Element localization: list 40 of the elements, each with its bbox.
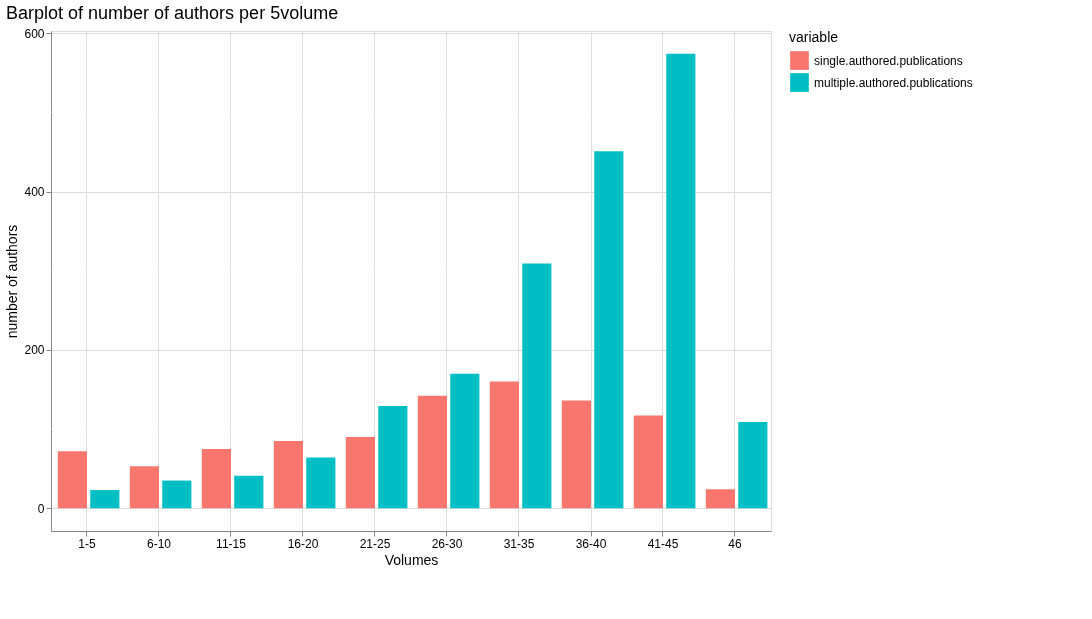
x-tick-label: 16-20 bbox=[287, 536, 319, 551]
bar bbox=[306, 457, 336, 509]
x-tick-label: 21-25 bbox=[359, 536, 391, 551]
bar bbox=[234, 475, 264, 509]
x-tick-label: 31-35 bbox=[503, 536, 535, 551]
chart-title: Barplot of number of authors per 5volume bbox=[5, 3, 339, 24]
y-tick-label: 200 bbox=[24, 343, 45, 358]
x-tick-label: 46 bbox=[728, 536, 742, 551]
y-axis-title: number of authors bbox=[4, 224, 21, 339]
x-tick-label: 41-45 bbox=[647, 536, 679, 551]
bar bbox=[561, 400, 591, 509]
x-tick-label: 26-30 bbox=[431, 536, 463, 551]
bar bbox=[162, 480, 192, 509]
bar bbox=[489, 381, 519, 509]
bar bbox=[378, 406, 408, 509]
bar bbox=[201, 448, 231, 509]
x-tick-label: 1-5 bbox=[78, 536, 96, 551]
bar bbox=[594, 151, 624, 509]
legend-title: variable bbox=[789, 29, 839, 45]
bar bbox=[522, 263, 552, 509]
bar bbox=[738, 421, 768, 509]
y-tick-label: 400 bbox=[24, 185, 45, 200]
x-tick-label: 11-15 bbox=[216, 536, 247, 551]
bar bbox=[705, 489, 735, 509]
legend-label: multiple.authored.publications bbox=[814, 75, 973, 90]
bar bbox=[273, 440, 303, 509]
bar bbox=[450, 373, 480, 509]
x-tick-label: 6-10 bbox=[146, 536, 172, 551]
legend-label: single.authored.publications bbox=[814, 53, 963, 68]
bar bbox=[666, 53, 696, 509]
bar bbox=[90, 490, 120, 509]
bar bbox=[129, 466, 159, 509]
x-tick-label: 36-40 bbox=[575, 536, 607, 551]
y-tick-label: 0 bbox=[37, 501, 45, 516]
bar bbox=[633, 415, 663, 509]
bar bbox=[417, 395, 447, 509]
bar bbox=[57, 451, 87, 509]
bar bbox=[345, 437, 375, 509]
y-tick-label: 600 bbox=[24, 26, 45, 41]
x-axis-title: Volumes bbox=[384, 551, 439, 568]
